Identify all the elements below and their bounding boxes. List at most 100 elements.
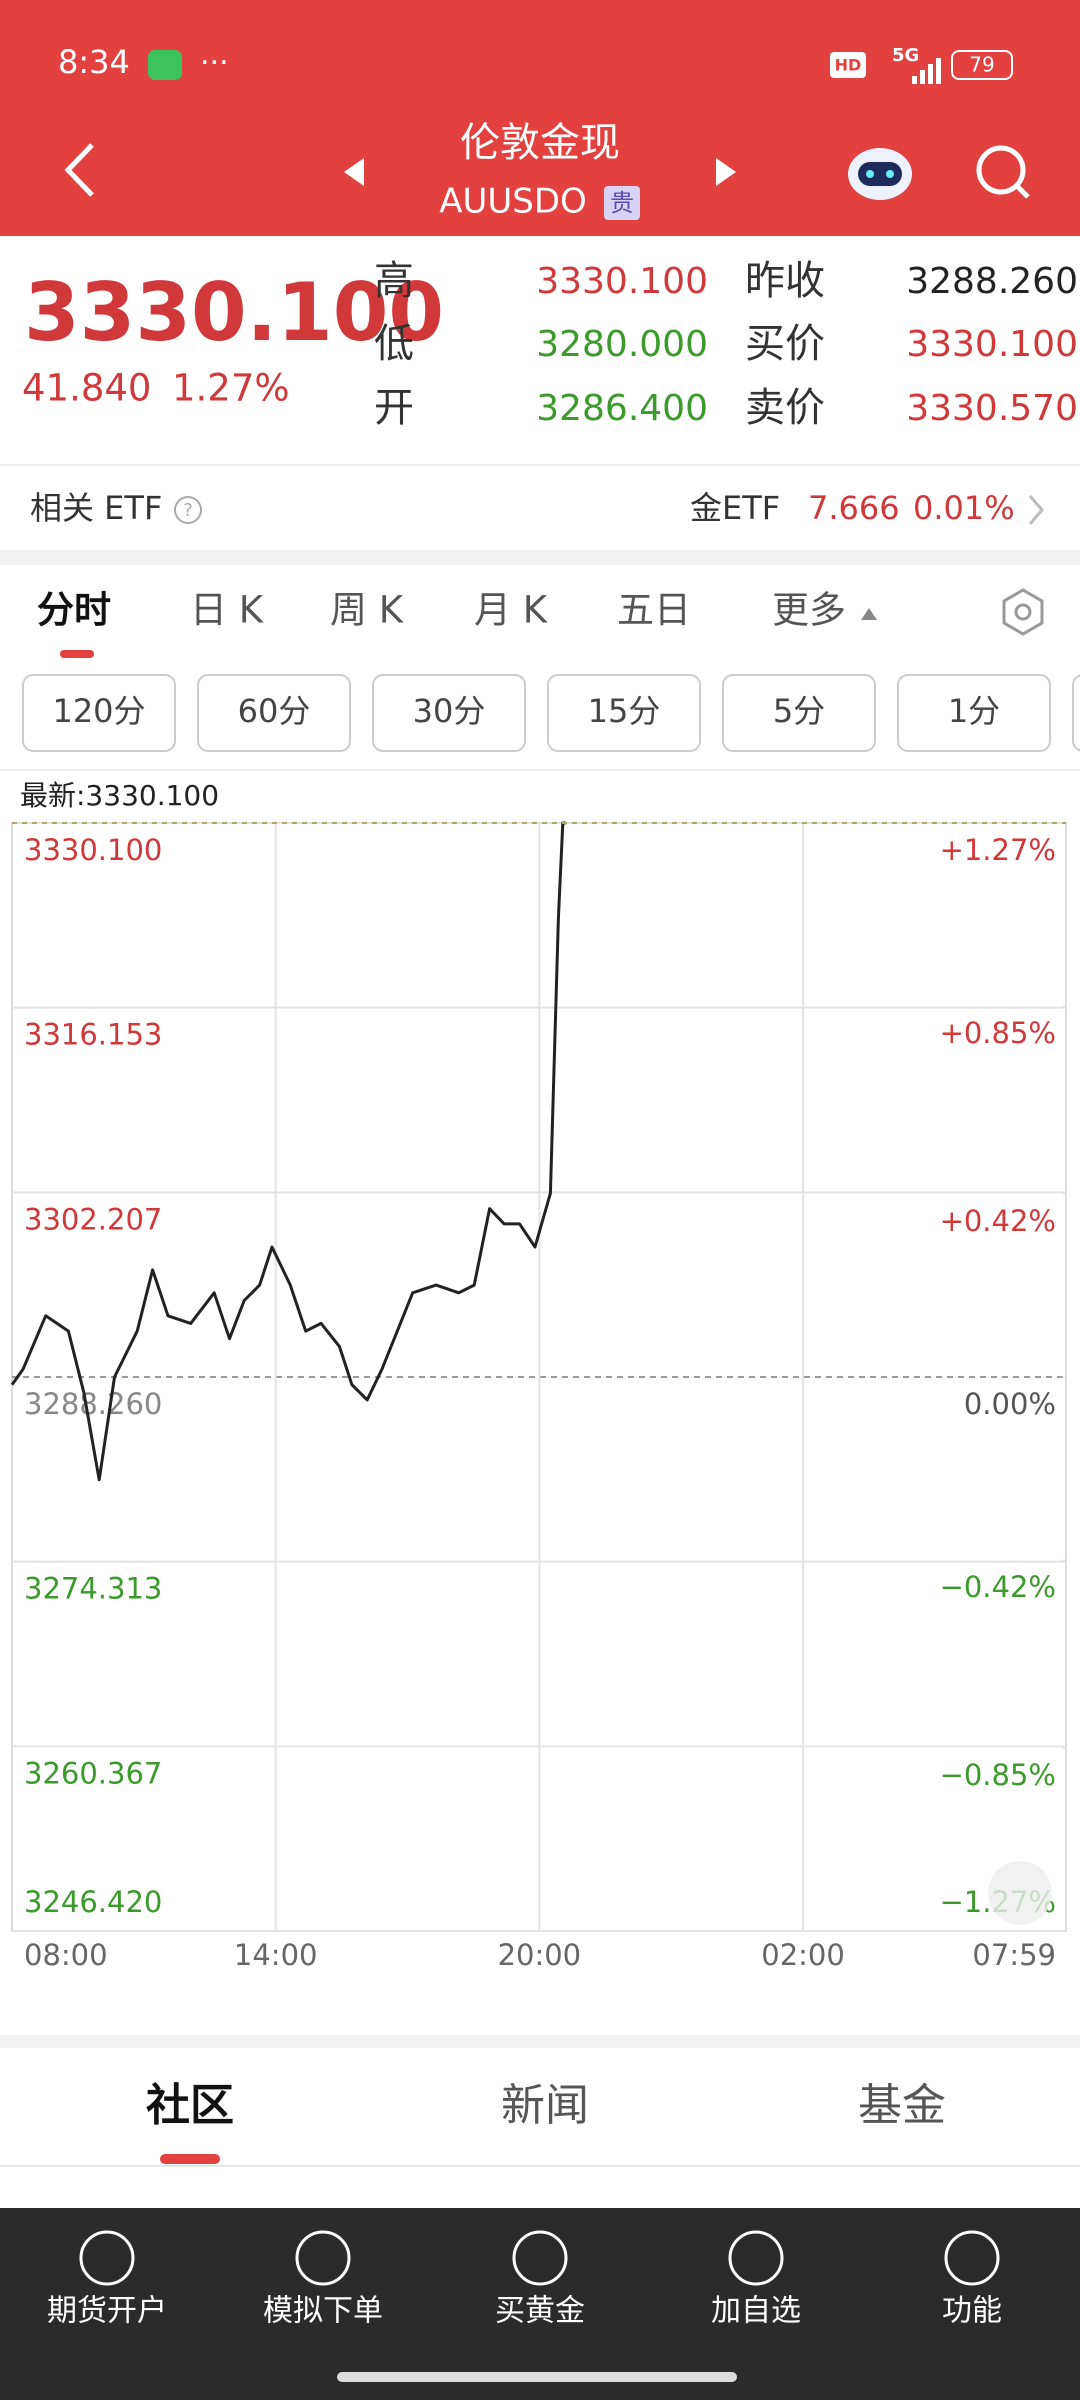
etf-label: 相关 ETF xyxy=(30,489,162,527)
y2-tick-label: 0.00% xyxy=(964,1387,1056,1421)
hd-badge xyxy=(830,52,866,78)
content-tab[interactable]: 基金 xyxy=(858,2080,946,2131)
status-time: 8:34 xyxy=(58,43,130,81)
y-tick-label: 3274.313 xyxy=(24,1572,162,1606)
period-tab[interactable]: 月 K xyxy=(474,589,549,632)
stat-value: 3288.260 xyxy=(906,261,1078,302)
y2-tick-label: −0.42% xyxy=(940,1570,1056,1604)
stat-value: 3286.400 xyxy=(536,388,708,429)
stat-label: 昨收 xyxy=(745,258,825,304)
signal-bar xyxy=(936,58,941,84)
y2-tick-label: +0.85% xyxy=(940,1016,1056,1050)
x-tick-label: 02:00 xyxy=(761,1938,845,1972)
stat-label: 开 xyxy=(374,385,414,431)
instrument-code: AUUSDO xyxy=(439,182,587,222)
nav-icon[interactable] xyxy=(944,2230,1000,2286)
y2-tick-label: +0.42% xyxy=(940,1204,1056,1238)
content-tab[interactable]: 社区 xyxy=(146,2080,234,2131)
fullscreen-button[interactable] xyxy=(988,1861,1052,1925)
battery xyxy=(951,50,1013,80)
period-tab[interactable]: 更多 xyxy=(772,589,846,632)
last-price: 3330.100 xyxy=(24,266,444,359)
nav-label[interactable]: 期货开户 xyxy=(47,2294,167,2329)
battery-level: 79 xyxy=(969,53,994,77)
back-button[interactable] xyxy=(64,143,94,197)
y-tick-label: 3246.420 xyxy=(24,1885,162,1919)
interval-label: 60分 xyxy=(238,692,311,730)
tag-label: 贵 xyxy=(610,189,634,217)
price-line xyxy=(10,821,566,1482)
interval-button[interactable] xyxy=(897,674,1051,752)
interval-button[interactable] xyxy=(722,674,876,752)
nav-label[interactable]: 模拟下单 xyxy=(263,2294,383,2329)
help-icon: ? xyxy=(183,500,193,521)
wechat-icon xyxy=(148,50,182,80)
tag-badge xyxy=(604,186,640,220)
interval-button[interactable] xyxy=(22,674,176,752)
x-tick-label: 07:59 xyxy=(972,1938,1056,1972)
settings-button[interactable] xyxy=(1002,588,1044,636)
etf-change: 0.01% xyxy=(913,489,1015,527)
interval-label: 30分 xyxy=(413,692,486,730)
chart-annotation: 最新:3330.100 xyxy=(20,779,219,812)
stat-value: 3330.100 xyxy=(906,324,1078,365)
period-tab[interactable]: 分时 xyxy=(37,589,111,632)
robot-eye xyxy=(886,170,894,178)
etf-name: 金ETF xyxy=(690,489,780,527)
nav-icon[interactable] xyxy=(295,2230,351,2286)
y2-tick-label: +1.27% xyxy=(940,833,1056,867)
tab-indicator xyxy=(160,2154,220,2164)
separator xyxy=(0,550,1080,565)
stat-label: 低 xyxy=(374,321,414,367)
interval-button[interactable] xyxy=(547,674,701,752)
page-title: 伦敦金现 xyxy=(460,120,620,166)
stat-label: 买价 xyxy=(745,321,825,367)
y-tick-label: 3260.367 xyxy=(24,1756,162,1790)
prev-button[interactable] xyxy=(344,158,364,186)
nav-icon[interactable] xyxy=(512,2230,568,2286)
y-tick-label: 3330.100 xyxy=(24,833,162,867)
interval-label: 15分 xyxy=(588,692,661,730)
nav-icon[interactable] xyxy=(728,2230,784,2286)
interval-button[interactable] xyxy=(1072,674,1080,752)
interval-label: 5分 xyxy=(773,692,825,730)
robot-eye xyxy=(866,170,874,178)
robot-face xyxy=(858,162,902,186)
period-tab[interactable]: 日 K xyxy=(190,589,265,632)
settings-icon xyxy=(1014,603,1032,621)
nav-label[interactable]: 加自选 xyxy=(711,2294,801,2329)
y2-tick-label: −0.85% xyxy=(940,1758,1056,1792)
interval-label: 120分 xyxy=(52,692,145,730)
search-icon xyxy=(976,145,1026,195)
chevron xyxy=(1028,495,1044,525)
stat-label: 高 xyxy=(374,258,414,304)
hd-label: HD xyxy=(835,56,862,75)
signal-bar xyxy=(920,70,925,84)
signal-bar xyxy=(928,64,933,84)
signal-bar xyxy=(912,76,917,84)
stat-value: 3280.000 xyxy=(536,324,708,365)
search-button[interactable] xyxy=(976,145,1030,199)
interval-button[interactable] xyxy=(197,674,351,752)
next-button[interactable] xyxy=(716,158,736,186)
price-change-pct: 1.27% xyxy=(172,367,290,410)
period-tab[interactable]: 周 K xyxy=(330,589,405,632)
nav-label[interactable]: 功能 xyxy=(942,2294,1002,2329)
content-tab[interactable]: 新闻 xyxy=(501,2080,589,2131)
tab-indicator xyxy=(60,650,94,658)
nav-label[interactable]: 买黄金 xyxy=(495,2294,585,2329)
robot-button[interactable] xyxy=(848,148,912,200)
help-icon[interactable] xyxy=(174,496,202,524)
etf-price: 7.666 xyxy=(808,489,900,527)
header-bg xyxy=(0,0,1080,236)
search-icon xyxy=(1015,184,1030,199)
price-change: 41.840 xyxy=(22,367,151,410)
more-dots: ··· xyxy=(200,46,229,81)
y-tick-label: 3316.153 xyxy=(24,1018,162,1052)
interval-button[interactable] xyxy=(372,674,526,752)
more-arrow xyxy=(861,608,877,620)
period-tab[interactable]: 五日 xyxy=(617,589,691,632)
nav-icon[interactable] xyxy=(79,2230,135,2286)
interval-label: 1分 xyxy=(948,692,1000,730)
